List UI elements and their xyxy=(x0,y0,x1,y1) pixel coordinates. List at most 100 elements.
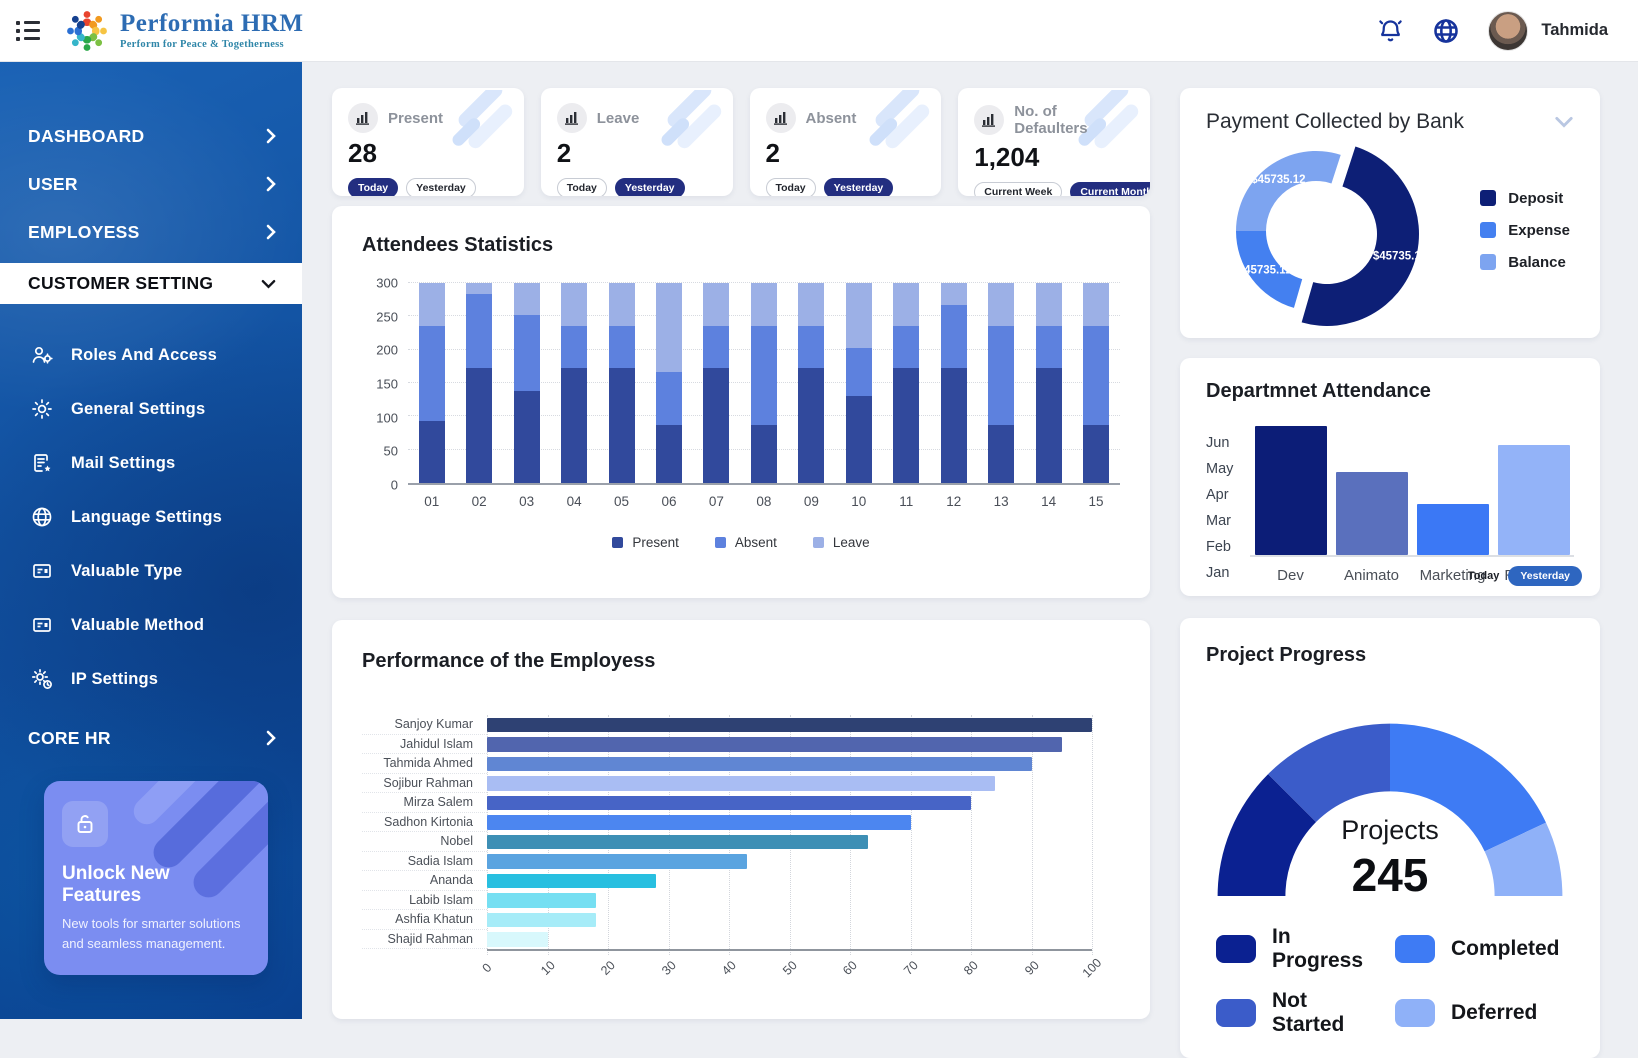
legend-item-present[interactable]: Present xyxy=(612,535,679,550)
legend-item-not-started[interactable]: Not Started xyxy=(1216,989,1385,1037)
category-label: Mirza Salem xyxy=(362,793,487,813)
toggle-pill-yesterday[interactable]: Yesterday xyxy=(615,178,685,196)
axis-tick-label: 300 xyxy=(376,276,398,291)
legend-item-balance[interactable]: Balance xyxy=(1480,254,1570,271)
legend-swatch xyxy=(1480,254,1496,270)
axis-tick-label: Feb xyxy=(1206,539,1231,555)
legend-item-deferred[interactable]: Deferred xyxy=(1395,989,1564,1037)
legend-item-absent[interactable]: Absent xyxy=(715,535,777,550)
bar-segment-present xyxy=(703,368,729,483)
sidebar-item-roles-and-access[interactable]: Roles And Access xyxy=(0,328,302,382)
sidebar: DASHBOARD USER EMPLOYESS CUSTOMER SETTIN… xyxy=(0,62,302,1019)
bar-track xyxy=(487,813,1092,833)
bar-segment-leave xyxy=(514,283,540,315)
category-label: Tahmida Ahmed xyxy=(362,754,487,774)
menu-icon[interactable] xyxy=(16,21,42,41)
language-globe-icon[interactable] xyxy=(1432,17,1460,45)
bar-segment-leave xyxy=(609,283,635,326)
roles-icon xyxy=(30,343,54,367)
toggle-pill-today[interactable]: Today xyxy=(557,178,607,196)
sidebar-subitem-label: General Settings xyxy=(71,400,205,419)
category-label: Sadhon Kirtonia xyxy=(362,813,487,833)
user-name: Tahmida xyxy=(1541,21,1608,40)
toggle-pill-current-week[interactable]: Current Week xyxy=(974,182,1062,196)
legend-item-deposit[interactable]: Deposit xyxy=(1480,190,1570,207)
bar-row: Mirza Salem xyxy=(362,793,1120,813)
sidebar-item-label: DASHBOARD xyxy=(28,126,144,147)
legend-item-in-progress[interactable]: In Progress xyxy=(1216,925,1385,973)
axis-tick-label: 60 xyxy=(840,958,860,978)
lock-icon xyxy=(62,801,108,847)
toggle-pill-current-month[interactable]: Current Month xyxy=(1070,182,1150,196)
axis-tick-label: 08 xyxy=(751,494,777,509)
axis-tick-label: 10 xyxy=(846,494,872,509)
toggle-pill-today[interactable]: Today xyxy=(766,178,816,196)
axis-tick-label: 200 xyxy=(376,343,398,358)
bar-segment-absent xyxy=(514,315,540,391)
axis-tick-label: 40 xyxy=(719,958,739,978)
stacked-bar xyxy=(561,283,587,483)
sidebar-item-valuable-method[interactable]: Valuable Method xyxy=(0,598,302,652)
sidebar-item-ip-settings[interactable]: IP Settings xyxy=(0,652,302,706)
bar-segment-absent xyxy=(988,326,1014,425)
legend-label: In Progress xyxy=(1272,925,1385,973)
unlock-features-card[interactable]: Unlock New Features New tools for smarte… xyxy=(44,781,268,975)
toggle-pill-yesterday[interactable]: Yesterday xyxy=(824,178,894,196)
bar-chart-icon xyxy=(766,103,796,133)
sidebar-subitem-label: Language Settings xyxy=(71,508,222,527)
sidebar-item-general-settings[interactable]: General Settings xyxy=(0,382,302,436)
legend-item-completed[interactable]: Completed xyxy=(1395,925,1564,973)
user-avatar[interactable] xyxy=(1488,11,1528,51)
toggle-pill-today[interactable]: Today xyxy=(348,178,398,196)
bar-marketing xyxy=(1417,504,1489,555)
bar-track xyxy=(487,930,1092,950)
bar-segment-leave xyxy=(798,283,824,326)
axis-tick-label: Mar xyxy=(1206,513,1231,529)
legend-item-expense[interactable]: Expense xyxy=(1480,222,1570,239)
bar-row: Shajid Rahman xyxy=(362,930,1120,950)
sidebar-item-language-settings[interactable]: Language Settings xyxy=(0,490,302,544)
sidebar-item-customer-setting[interactable]: CUSTOMER SETTING xyxy=(0,263,302,304)
axis-tick-label: 02 xyxy=(466,494,492,509)
sidebar-item-mail-settings[interactable]: Mail Settings xyxy=(0,436,302,490)
sidebar-item-valuable-type[interactable]: Valuable Type xyxy=(0,544,302,598)
legend-item-leave[interactable]: Leave xyxy=(813,535,870,550)
category-label: Sojibur Rahman xyxy=(362,774,487,794)
axis-tick-label: 09 xyxy=(798,494,824,509)
axis-tick-label: 0 xyxy=(480,961,495,976)
brand-tagline: Perform for Peace & Togetherness xyxy=(120,39,304,50)
notifications-bell-icon[interactable] xyxy=(1377,17,1404,44)
axis-tick-label: 70 xyxy=(901,958,921,978)
bar-segment-absent xyxy=(561,326,587,367)
chevron-down-icon[interactable] xyxy=(1554,116,1574,128)
today-label[interactable]: Today xyxy=(1468,570,1500,582)
brand-title: Performia HRM xyxy=(120,11,304,36)
sidebar-item-employess[interactable]: EMPLOYESS xyxy=(0,208,302,256)
sidebar-item-user[interactable]: USER xyxy=(0,160,302,208)
stacked-bar xyxy=(941,283,967,483)
axis-tick-label: Jun xyxy=(1206,435,1229,451)
department-plot xyxy=(1250,417,1574,557)
toggle-pill-yesterday[interactable]: Yesterday xyxy=(406,178,476,196)
card-list-icon xyxy=(30,613,54,637)
bar-track xyxy=(487,774,1092,794)
sidebar-item-dashboard[interactable]: DASHBOARD xyxy=(0,112,302,160)
bar-segment-absent xyxy=(846,348,872,397)
app-logo[interactable]: Performia HRM Perform for Peace & Togeth… xyxy=(64,8,304,54)
bar-segment-absent xyxy=(703,326,729,367)
bar-row: Tahmida Ahmed xyxy=(362,754,1120,774)
bar-segment-leave xyxy=(846,283,872,348)
gear-icon xyxy=(30,397,54,421)
category-label: Shajid Rahman xyxy=(362,930,487,950)
axis-tick-label: May xyxy=(1206,461,1233,477)
legend-label: Deferred xyxy=(1451,1001,1537,1025)
axis-tick-label: 05 xyxy=(609,494,635,509)
yesterday-pill[interactable]: Yesterday xyxy=(1508,566,1582,586)
axis-tick-label: 100 xyxy=(1080,956,1105,981)
chart-title: Performance of the Employess xyxy=(362,650,1120,673)
bar-segment-absent xyxy=(798,326,824,367)
sidebar-item-core-hr[interactable]: CORE HR xyxy=(0,714,302,762)
performance-bar xyxy=(487,854,747,869)
